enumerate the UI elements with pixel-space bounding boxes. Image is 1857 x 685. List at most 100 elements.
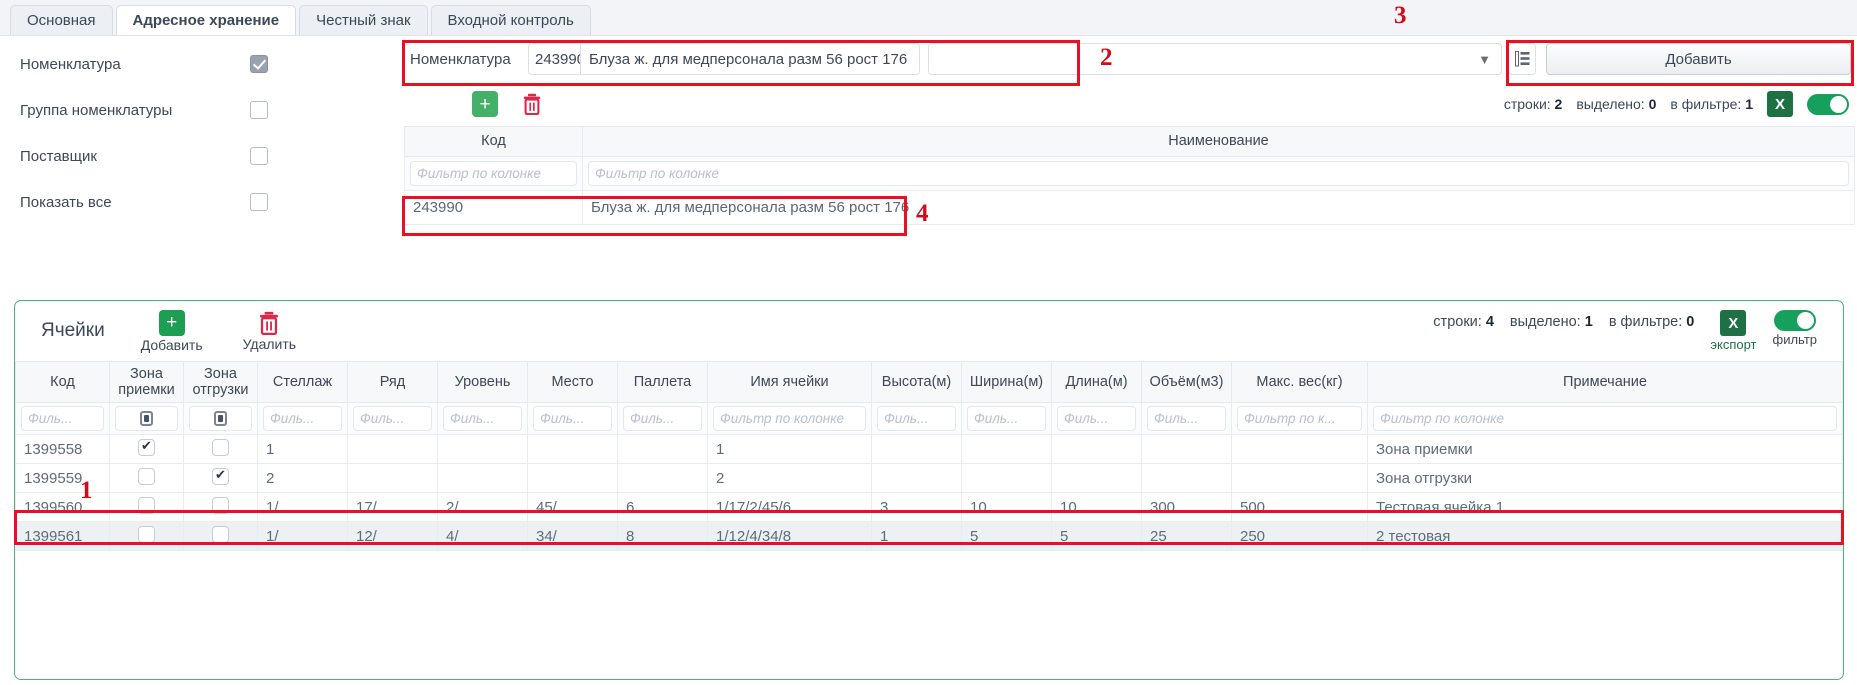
row-checkbox-zona-priemki[interactable] [138,438,155,456]
filter-input-kod[interactable]: Фильтр по колонке [410,161,577,186]
row-checkbox-zona-priemki[interactable] [138,525,155,543]
col-header-palleta[interactable]: Паллета [617,360,708,404]
tab-chestnyy-znak[interactable]: Честный знак [299,5,428,35]
filter-input-dlina[interactable]: Филь... [1057,406,1136,432]
cell-maks-ves: 250 [1231,521,1368,552]
cells-add-button[interactable]: + Добавить [141,309,203,353]
nomenclature-label: Номенклатура [410,50,511,68]
excel-export-glyph: X [1774,95,1785,113]
cells-panel-title: Ячейки [41,320,105,341]
tab-label: Входной контроль [447,12,574,29]
col-header-maks-ves[interactable]: Макс. вес(кг) [1231,360,1368,404]
cell-zona-priemki[interactable] [109,521,184,552]
filter-input-maks-ves[interactable]: Фильтр по к... [1237,406,1362,432]
col-header-zona-priemki[interactable]: Зона приемки [109,360,184,404]
cell-uroven [437,434,528,465]
nomenclature-select[interactable]: ▼ [928,43,1502,75]
filter-input-primechanie[interactable]: Фильтр по колонке [1373,406,1837,432]
col-header-kod[interactable]: Код [15,360,110,404]
table-row[interactable]: 1399558 1 1 Зона приемки [15,434,1843,465]
filter-input-mesto[interactable]: Филь... [533,406,612,432]
tab-label: Адресное хранение [132,12,280,29]
table-row[interactable]: 1399559 2 2 Зона отгрузки [15,463,1843,494]
filter-input-obyom[interactable]: Филь... [1147,406,1226,432]
row-checkbox-zona-otgruzki[interactable] [212,525,229,543]
checkbox-nomenclature[interactable] [250,55,268,73]
filter-input-ryad[interactable]: Филь... [353,406,432,432]
cells-export-button[interactable]: X экспорт [1710,310,1757,352]
filter-cell-primechanie: Фильтр по колонке [1367,402,1843,436]
col-header-zona-otgruzki[interactable]: Зона отгрузки [183,360,258,404]
filter-input-uroven[interactable]: Филь... [443,406,522,432]
cell-dlina [1051,434,1142,465]
cells-rows-counter-label: строки: [1433,314,1482,330]
tab-adresnoe-hranenie[interactable]: Адресное хранение [115,5,297,35]
filter-cell-zona-priemki [109,402,184,436]
top-table: Код Наименование Фильтр по колонке Фильт… [404,126,1855,225]
cell-primechanie: 2 тестовая [1367,521,1843,552]
filter-input-palleta[interactable]: Филь... [623,406,702,432]
cells-export-label: экспорт [1710,337,1757,352]
col-header-ryad[interactable]: Ряд [347,360,438,404]
cell-zona-otgruzki[interactable] [183,463,258,494]
cell-zona-otgruzki[interactable] [183,434,258,465]
col-header-kod[interactable]: Код [404,126,583,157]
row-checkbox-zona-otgruzki[interactable] [212,496,229,514]
cells-table-body: 1399558 1 1 Зона приемки [15,434,1843,552]
plus-icon-button[interactable]: + [472,91,498,117]
trash-icon-button[interactable] [522,93,542,115]
col-header-vysota[interactable]: Высота(м) [871,360,962,404]
cell-zona-otgruzki[interactable] [183,492,258,523]
filter-input-naimenovanie[interactable]: Фильтр по колонке [588,161,1849,186]
nomenclature-code-input[interactable]: 243990 [528,43,580,75]
filter-input-shirina[interactable]: Филь... [967,406,1046,432]
row-checkbox-zona-priemki[interactable] [138,467,155,485]
col-header-obyom[interactable]: Объём(м3) [1141,360,1232,404]
cell-shirina [961,434,1052,465]
col-header-uroven[interactable]: Уровень [437,360,528,404]
cell-zona-priemki[interactable] [109,492,184,523]
col-header-shirina[interactable]: Ширина(м) [961,360,1052,404]
col-header-mesto[interactable]: Место [527,360,618,404]
tab-osnovnaya[interactable]: Основная [10,5,113,35]
cells-filter-toggle-button[interactable]: фильтр [1773,310,1817,347]
col-header-primechanie[interactable]: Примечание [1367,360,1843,404]
cell-maks-ves [1231,463,1368,494]
filter-checkbox-zona-priemki[interactable] [115,406,178,432]
table-row[interactable]: 1399560 1/ 17/ 2/ 45/ 6 1/17/2/45/6 3 10… [15,492,1843,523]
table-row[interactable]: 243990 Блуза ж. для медперсонала разм 56… [404,190,1855,225]
tab-label: Честный знак [316,12,411,29]
filter-input-kod[interactable]: Филь... [21,406,104,432]
filter-input-imya-yacheyki[interactable]: Фильтр по колонке [713,406,866,432]
checkbox-supplier[interactable] [250,147,268,165]
add-button[interactable]: Добавить [1546,43,1851,75]
cell-zona-otgruzki[interactable] [183,521,258,552]
nomenclature-name-input[interactable]: Блуза ж. для медперсонала разм 56 рост 1… [580,43,920,75]
cell-zona-priemki[interactable] [109,463,184,494]
excel-export-icon[interactable]: X [1767,91,1793,117]
filter-row-supplier: Поставщик [0,138,392,174]
filter-input-stellazh[interactable]: Филь... [263,406,342,432]
cell-imya-yacheyki: 2 [707,463,872,494]
cells-selected-counter-label: выделено: [1509,314,1581,330]
checkbox-show-all[interactable] [250,193,268,211]
top-table-header-row: Код Наименование [404,126,1855,157]
cell-ryad: 17/ [347,492,438,523]
row-checkbox-zona-otgruzki[interactable] [212,438,229,456]
filter-checkbox-zona-otgruzki[interactable] [189,406,252,432]
cells-delete-button[interactable]: Удалить [243,311,296,352]
col-header-stellazh[interactable]: Стеллаж [257,360,348,404]
col-header-naimenovanie[interactable]: Наименование [582,126,1855,157]
col-header-imya-yacheyki[interactable]: Имя ячейки [707,360,872,404]
table-row[interactable]: 1399561 1/ 12/ 4/ 34/ 8 1/12/4/34/8 1 5 … [15,521,1843,552]
col-header-dlina[interactable]: Длина(м) [1051,360,1142,404]
row-checkbox-zona-otgruzki[interactable] [212,467,229,485]
cell-obyom: 300 [1141,492,1232,523]
tab-vhodnoy-kontrol[interactable]: Входной контроль [430,5,591,35]
filter-input-vysota[interactable]: Филь... [877,406,956,432]
checkbox-nomenclature-group[interactable] [250,101,268,119]
cell-zona-priemki[interactable] [109,434,184,465]
tree-list-icon-button[interactable] [1508,43,1536,75]
row-checkbox-zona-priemki[interactable] [138,496,155,514]
filter-toggle[interactable] [1807,93,1849,115]
